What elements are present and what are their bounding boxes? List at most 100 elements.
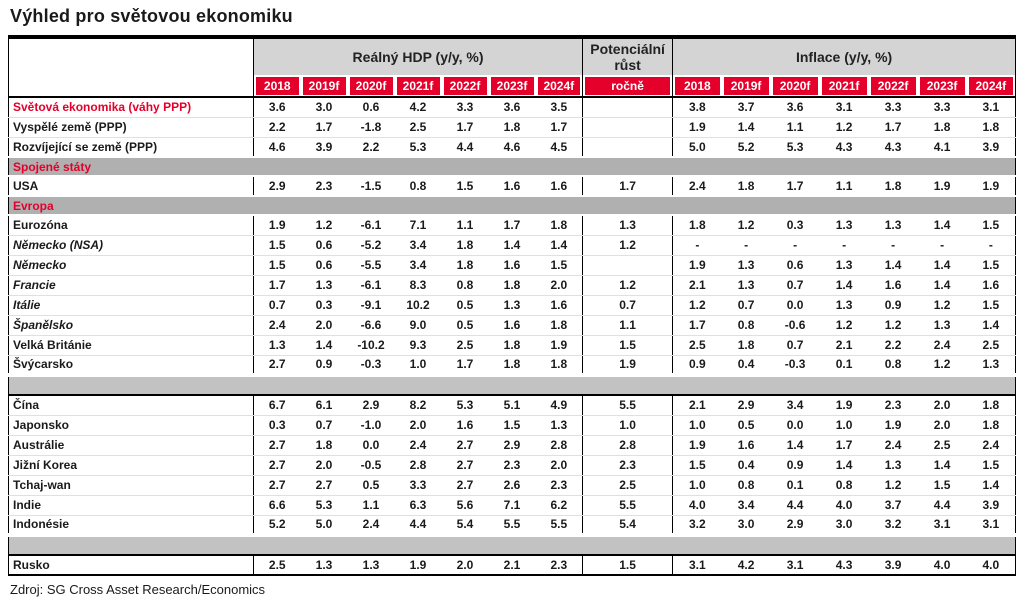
inflation-value: 4.3 bbox=[819, 137, 869, 158]
inflation-value: 1.6 bbox=[721, 435, 771, 456]
inflation-value: 3.0 bbox=[721, 515, 771, 536]
gdp-value: 0.6 bbox=[300, 255, 348, 276]
gdp-value: 7.1 bbox=[488, 495, 536, 516]
section-label: Spojené státy bbox=[8, 156, 1016, 178]
gdp-value: 2.3 bbox=[535, 555, 584, 576]
inflation-value: 3.8 bbox=[672, 97, 722, 118]
inflation-value: 2.4 bbox=[868, 435, 918, 456]
gdp-value: 4.4 bbox=[394, 515, 442, 536]
inflation-value: 1.2 bbox=[721, 215, 771, 236]
table-row: Jižní Korea 2.7 2.0 -0.5 2.8 2.7 2.3 2.0 2.3 1.5 0… bbox=[8, 455, 1016, 476]
gdp-value: 3.4 bbox=[394, 235, 442, 256]
inflation-value: 2.1 bbox=[672, 395, 722, 416]
gdp-value: 9.3 bbox=[394, 335, 442, 356]
inflation-value: 1.5 bbox=[672, 455, 722, 476]
row-label: Rozvíjející se země (PPP) bbox=[8, 137, 254, 158]
gdp-value: 5.3 bbox=[300, 495, 348, 516]
gdp-value: 4.9 bbox=[535, 395, 584, 416]
gdp-value: 1.1 bbox=[347, 495, 395, 516]
inflation-value: 2.5 bbox=[672, 335, 722, 356]
inflation-value: 1.1 bbox=[819, 176, 869, 197]
inflation-value: 3.2 bbox=[868, 515, 918, 536]
table-row: Rusko 2.5 1.3 1.3 1.9 2.0 2.1 2.3 1.5 3.1 4.2 3.1 4.… bbox=[8, 555, 1016, 576]
inflation-value: 3.7 bbox=[721, 97, 771, 118]
inflation-value: 0.6 bbox=[770, 255, 820, 276]
table-row: Vyspělé země (PPP) 2.2 1.7 -1.8 2.5 1.7 1.8 1.7… bbox=[8, 117, 1016, 138]
gdp-value: -1.0 bbox=[347, 415, 395, 436]
gdp-value: 1.6 bbox=[535, 295, 584, 316]
table-row: Čína 6.7 6.1 2.9 8.2 5.3 5.1 4.9 5.5 2.1 2.9 3.4 1.9… bbox=[8, 395, 1016, 416]
gdp-value: -6.1 bbox=[347, 275, 395, 296]
inflation-value: 1.6 bbox=[966, 275, 1016, 296]
gdp-value: 0.0 bbox=[347, 435, 395, 456]
year-pill: 2024f bbox=[537, 76, 581, 95]
inflation-value: 0.8 bbox=[721, 475, 771, 496]
inflation-value: 1.3 bbox=[819, 295, 869, 316]
inflation-value: 3.3 bbox=[917, 97, 967, 118]
gdp-value: 1.6 bbox=[488, 315, 536, 336]
inflation-value: 1.9 bbox=[917, 176, 967, 197]
gdp-value: 0.7 bbox=[253, 295, 301, 316]
inflation-value: 5.3 bbox=[770, 137, 820, 158]
inflation-value: 1.0 bbox=[672, 415, 722, 436]
inflation-value: 4.3 bbox=[819, 555, 869, 576]
potential-growth-value: 1.7 bbox=[582, 176, 674, 197]
row-label: Španělsko bbox=[8, 315, 254, 336]
gdp-value: -5.5 bbox=[347, 255, 395, 276]
table-row: Velká Británie 1.3 1.4 -10.2 9.3 2.5 1.8 1.9 1.5… bbox=[8, 335, 1016, 356]
inflation-value: 0.7 bbox=[770, 335, 820, 356]
table-row: Švýcarsko 2.7 0.9 -0.3 1.0 1.7 1.8 1.8 1.9 0.9 0.4… bbox=[8, 355, 1016, 376]
row-label: Tchaj-wan bbox=[8, 475, 254, 496]
table-row: Rozvíjející se země (PPP) 4.6 3.9 2.2 5.3 4.4… bbox=[8, 137, 1016, 158]
inflation-value: 2.2 bbox=[868, 335, 918, 356]
gdp-value: 2.0 bbox=[394, 415, 442, 436]
inflation-value: 0.1 bbox=[819, 355, 869, 376]
table-row: Tchaj-wan 2.7 2.7 0.5 3.3 2.7 2.6 2.3 2.5 1.0 0.8 0… bbox=[8, 475, 1016, 496]
inflation-year-2018: 2018 bbox=[672, 75, 722, 99]
gdp-value: 1.9 bbox=[535, 335, 584, 356]
potential-growth-value: 5.5 bbox=[582, 395, 674, 416]
gdp-value: 3.5 bbox=[535, 97, 584, 118]
gdp-value: -1.5 bbox=[347, 176, 395, 197]
gdp-value: 1.3 bbox=[535, 415, 584, 436]
gdp-value: -0.3 bbox=[347, 355, 395, 376]
inflation-value: 4.4 bbox=[917, 495, 967, 516]
inflation-value: 2.0 bbox=[917, 415, 967, 436]
gdp-value: 9.0 bbox=[394, 315, 442, 336]
gdp-year-2021f: 2021f bbox=[394, 75, 442, 99]
potential-growth-value bbox=[582, 117, 674, 138]
gdp-value: 1.4 bbox=[300, 335, 348, 356]
table-row: Německo (NSA) 1.5 0.6 -5.2 3.4 1.8 1.4 1.4 1.2- -… bbox=[8, 235, 1016, 256]
gdp-value: 0.5 bbox=[347, 475, 395, 496]
inflation-value: - bbox=[966, 235, 1016, 256]
table-row: Eurozóna 1.9 1.2 -6.1 7.1 1.1 1.7 1.8 1.3 1.8 1.2 0… bbox=[8, 215, 1016, 236]
gdp-value: 2.4 bbox=[253, 315, 301, 336]
gdp-value: 2.8 bbox=[535, 435, 584, 456]
year-pill: 2018 bbox=[675, 76, 720, 95]
potential-growth-value: 2.8 bbox=[582, 435, 674, 456]
table-row: Německo 1.5 0.6 -5.5 3.4 1.8 1.6 1.5 1.9 1.3 0.6 1.… bbox=[8, 255, 1016, 276]
inflation-value: 2.1 bbox=[819, 335, 869, 356]
gdp-value: 6.6 bbox=[253, 495, 301, 516]
table-row: Itálie 0.7 0.3 -9.1 10.2 0.5 1.3 1.6 0.7 1.2 0.7 0.… bbox=[8, 295, 1016, 316]
year-pill: 2019f bbox=[723, 76, 769, 95]
row-label: Eurozóna bbox=[8, 215, 254, 236]
inflation-value: 1.4 bbox=[819, 275, 869, 296]
gdp-value: -6.6 bbox=[347, 315, 395, 336]
gdp-value: 2.2 bbox=[347, 137, 395, 158]
gdp-value: -9.1 bbox=[347, 295, 395, 316]
separator-band bbox=[8, 373, 1016, 397]
gdp-value: -10.2 bbox=[347, 335, 395, 356]
gdp-value: 0.3 bbox=[253, 415, 301, 436]
gdp-value: 0.5 bbox=[441, 295, 489, 316]
inflation-value: 1.8 bbox=[966, 395, 1016, 416]
table-header: Reálný HDP (y/y, %) Potenciální růst Infla… bbox=[8, 37, 1016, 99]
potential-growth-value: 1.2 bbox=[582, 275, 674, 296]
gdp-value: 2.5 bbox=[394, 117, 442, 138]
row-label: Německo (NSA) bbox=[8, 235, 254, 256]
inflation-value: 1.8 bbox=[721, 335, 771, 356]
gdp-value: 1.7 bbox=[441, 117, 489, 138]
row-label: Německo bbox=[8, 255, 254, 276]
row-label: Jižní Korea bbox=[8, 455, 254, 476]
table-row: Francie 1.7 1.3 -6.1 8.3 0.8 1.8 2.0 1.2 2.1 1.3 0.… bbox=[8, 275, 1016, 296]
